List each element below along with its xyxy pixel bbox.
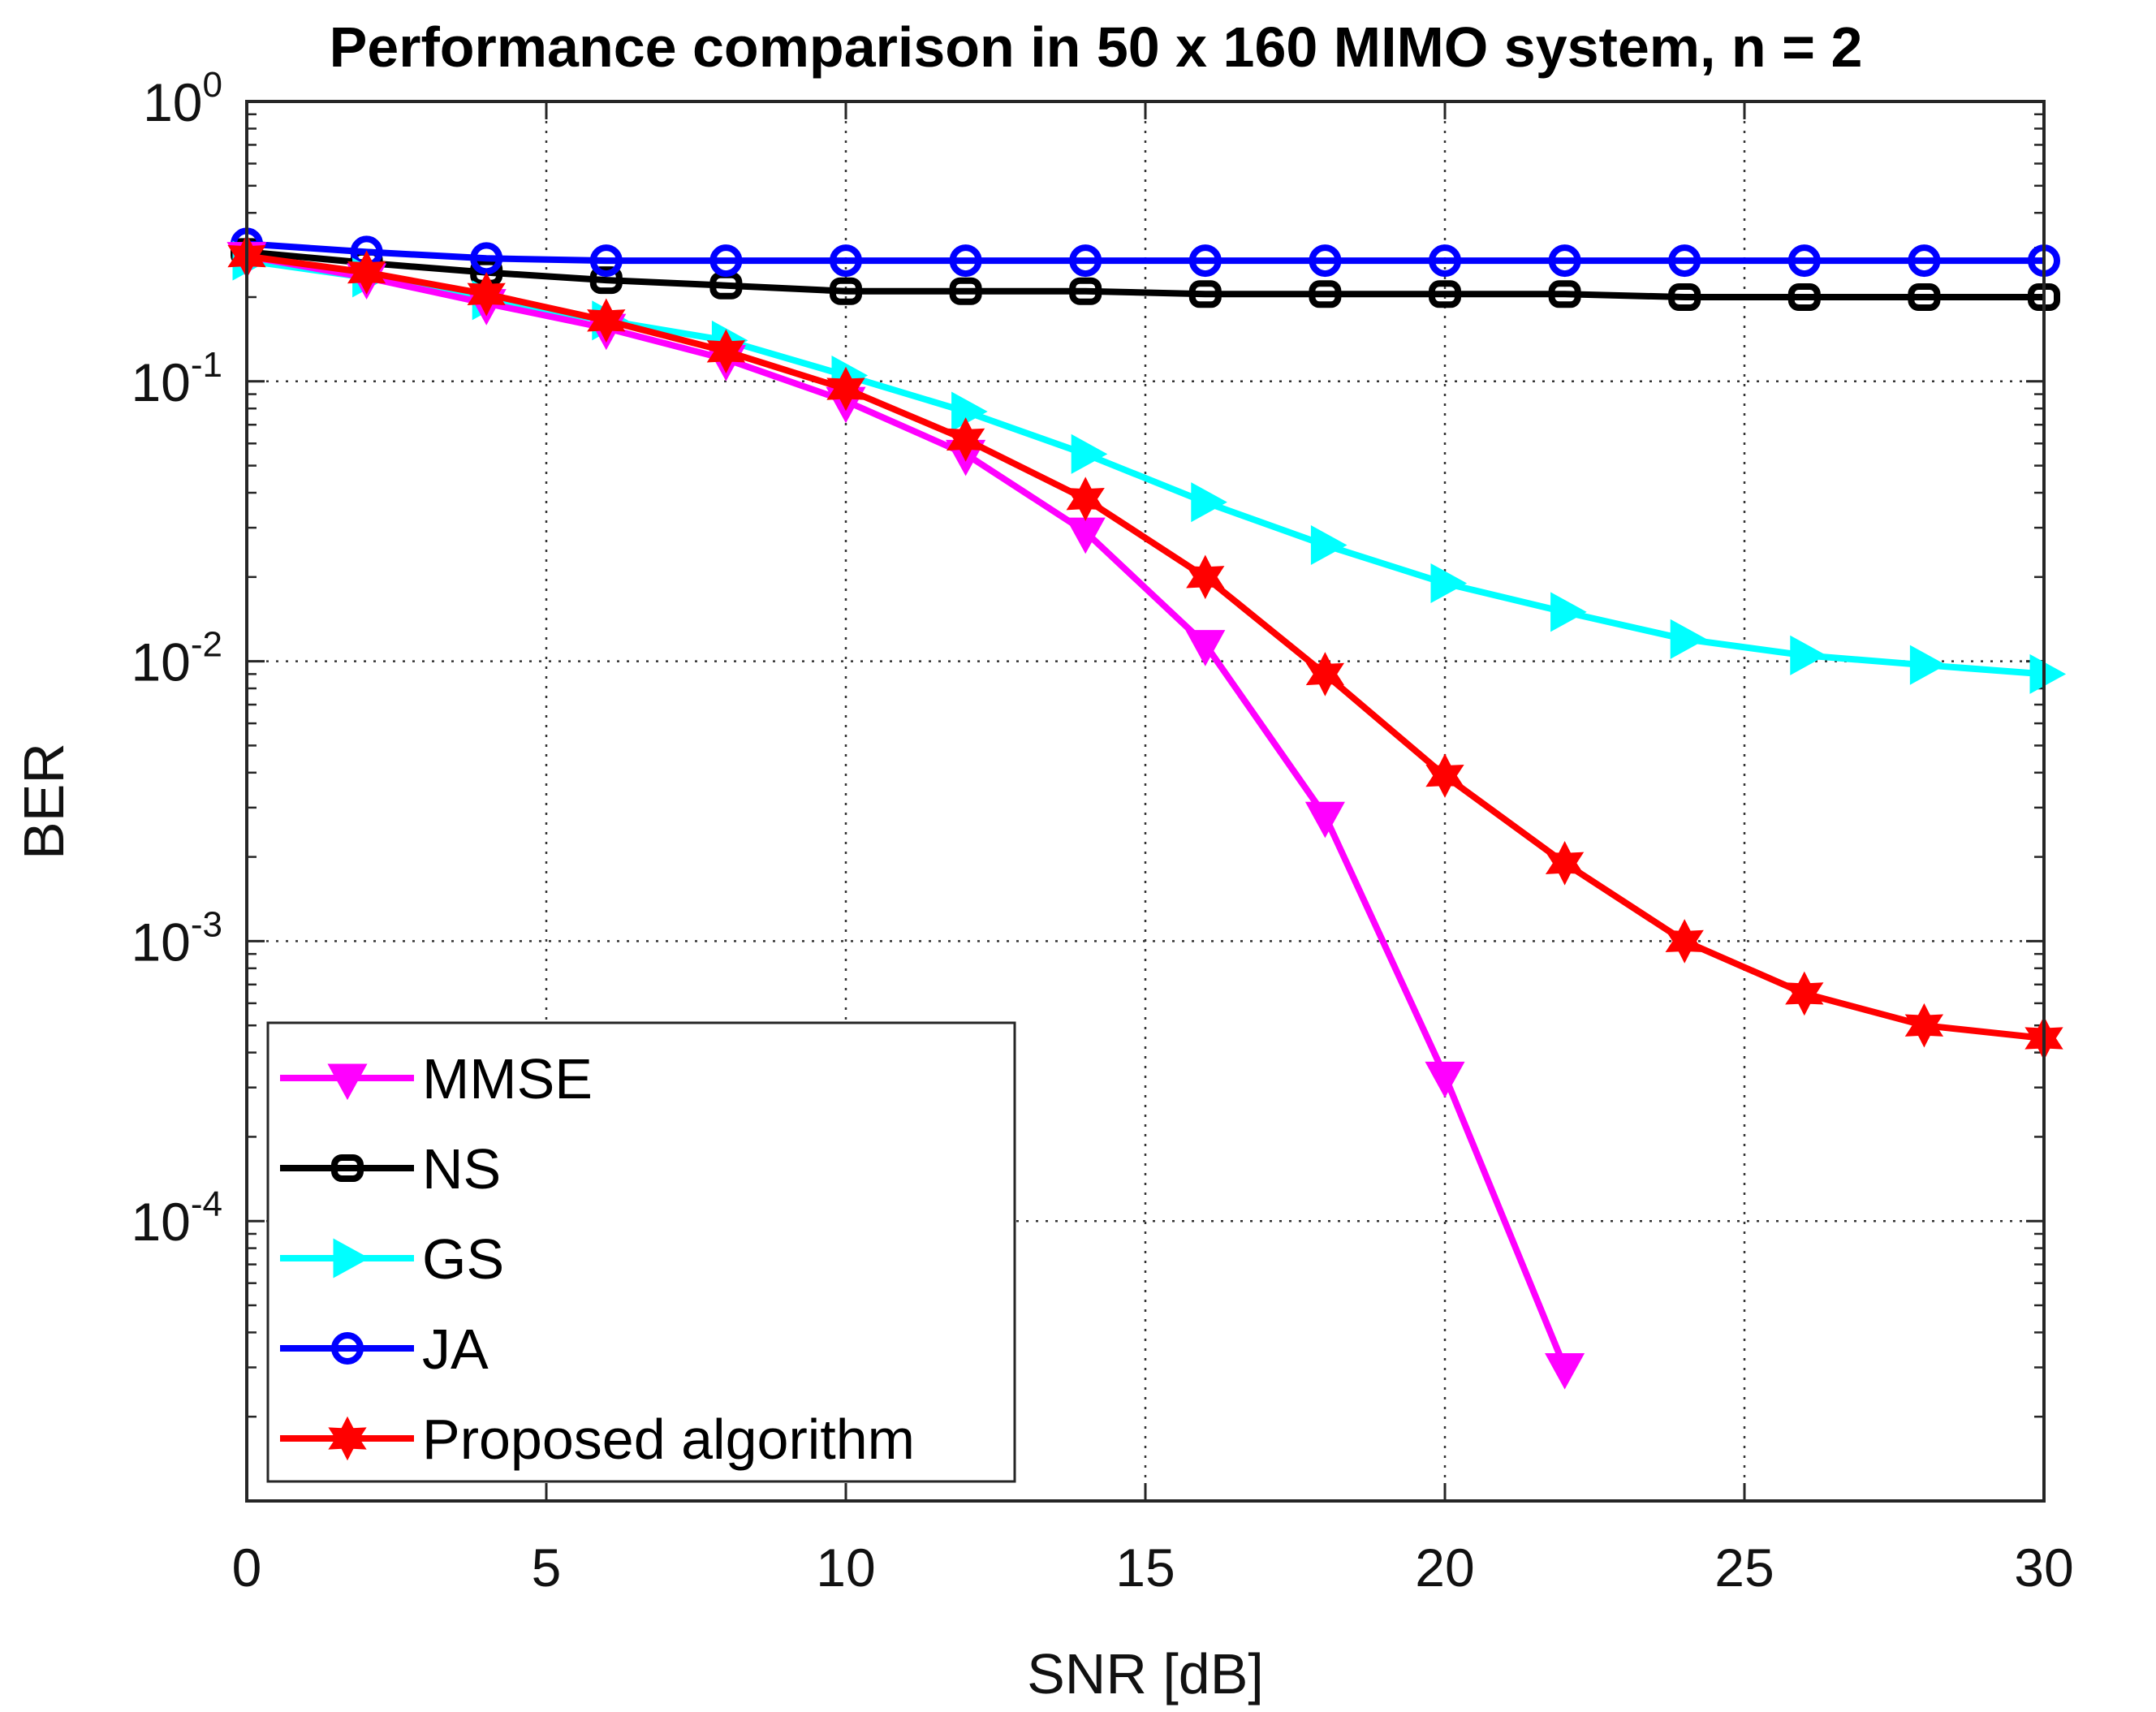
data-point-ns (589, 266, 623, 295)
legend-item-ns: NS (280, 1137, 501, 1201)
axis-ticks: 0 5 10 15 20 25 30 100 10-1 10-2 10-3 10-4 (131, 65, 2073, 1598)
plot-frame (245, 100, 2046, 1503)
series-ns (231, 238, 2060, 312)
data-point-mmse (1185, 630, 1226, 666)
legend-marker-gs (333, 1238, 370, 1279)
x-tick-label: 20 (1415, 1537, 1474, 1598)
data-point-proposed-algorithm (1066, 477, 1105, 522)
data-point-ns (830, 277, 862, 305)
x-tick-label: 15 (1115, 1537, 1175, 1598)
series-line-mmse (246, 252, 1568, 1369)
data-point-proposed-algorithm (826, 366, 865, 412)
data-point-proposed-algorithm (1186, 554, 1225, 600)
data-point-ja (1787, 244, 1821, 278)
x-tick-label: 30 (2014, 1537, 2073, 1598)
data-point-gs (1790, 635, 1826, 675)
data-point-proposed-algorithm (587, 298, 626, 343)
y-tick-label: 100 (143, 65, 222, 132)
data-point-proposed-algorithm (1665, 919, 1704, 964)
data-point-ns (1787, 283, 1821, 312)
data-point-gs (1909, 645, 1947, 685)
series-proposed-algorithm (227, 234, 2063, 1061)
grid (247, 101, 2044, 1501)
legend-label: GS (422, 1227, 504, 1291)
data-point-proposed-algorithm (706, 329, 746, 374)
legend-label: JA (422, 1317, 489, 1381)
legend-marker-ja (331, 1332, 364, 1365)
data-point-gs (951, 391, 988, 432)
legend-marker-proposed-algorithm (328, 1416, 367, 1461)
legend-label: Proposed algorithm (422, 1408, 915, 1471)
data-point-gs (1550, 592, 1587, 632)
data-point-ja (1548, 244, 1581, 278)
x-tick-label: 10 (816, 1537, 875, 1598)
series-line-ns (246, 248, 2044, 300)
data-point-ns (949, 277, 982, 305)
data-point-mmse (1545, 1352, 1585, 1390)
data-point-ja (1429, 244, 1461, 278)
data-point-ns (1668, 283, 1701, 312)
legend-label: MMSE (422, 1047, 593, 1110)
legend-item-ja: JA (280, 1317, 489, 1381)
data-point-ns (1908, 283, 1941, 312)
series-group (226, 227, 2067, 1390)
data-point-ja (1188, 244, 1222, 278)
x-tick-label: 0 (232, 1537, 262, 1598)
data-point-ja (1908, 244, 1941, 278)
data-point-proposed-algorithm (1904, 1003, 1944, 1048)
data-point-gs (1071, 433, 1108, 474)
data-point-ja (1069, 244, 1102, 278)
data-point-ja (949, 244, 982, 278)
data-point-ns (1069, 277, 1102, 305)
y-tick-label: 10-3 (131, 904, 222, 972)
legend-item-mmse: MMSE (280, 1047, 593, 1110)
chart-title: Performance comparison in 50 x 160 MIMO … (330, 15, 1863, 79)
data-point-ja (1309, 244, 1342, 278)
data-point-proposed-algorithm (1545, 841, 1585, 886)
data-point-proposed-algorithm (1785, 971, 1824, 1016)
legend-item-proposed-algorithm: Proposed algorithm (280, 1408, 915, 1471)
data-point-proposed-algorithm (467, 272, 506, 317)
data-point-gs (1430, 563, 1468, 604)
data-point-ns (1548, 280, 1581, 308)
x-axis-label: SNR [dB] (1027, 1642, 1264, 1706)
y-tick-label: 10-4 (131, 1184, 222, 1252)
data-point-proposed-algorithm (1305, 652, 1345, 696)
data-point-gs (1310, 524, 1348, 566)
x-tick-label: 25 (1714, 1537, 1774, 1598)
y-tick-label: 10-1 (131, 345, 222, 412)
data-point-proposed-algorithm (946, 417, 985, 462)
data-point-mmse (1304, 801, 1345, 839)
series-line-ja (246, 240, 2044, 265)
x-tick-label: 5 (532, 1537, 562, 1598)
data-point-mmse (1425, 1061, 1465, 1098)
legend-marker-mmse (327, 1063, 368, 1101)
data-point-ns (1309, 280, 1342, 308)
data-point-gs (1670, 619, 1707, 659)
legend-label: NS (422, 1137, 501, 1201)
data-point-ja (589, 244, 623, 278)
legend: MMSE NS GS JA Proposed algorithm (266, 1021, 1016, 1483)
y-axis-label: BER (12, 743, 75, 860)
legend-box (266, 1021, 1016, 1483)
y-tick-label: 10-2 (131, 625, 222, 692)
data-point-ns (1188, 280, 1222, 308)
data-point-ja (1668, 244, 1701, 278)
data-point-proposed-algorithm (347, 250, 386, 295)
legend-item-gs: GS (280, 1227, 504, 1291)
data-point-gs (2029, 653, 2067, 694)
legend-marker-ns (331, 1154, 364, 1182)
data-point-ja (830, 244, 862, 278)
data-point-gs (1191, 482, 1227, 523)
data-point-ja (470, 242, 503, 275)
data-point-ns (1429, 280, 1461, 308)
data-point-ja (709, 244, 743, 278)
data-point-proposed-algorithm (1425, 753, 1464, 798)
series-line-proposed-algorithm (246, 252, 2045, 1041)
